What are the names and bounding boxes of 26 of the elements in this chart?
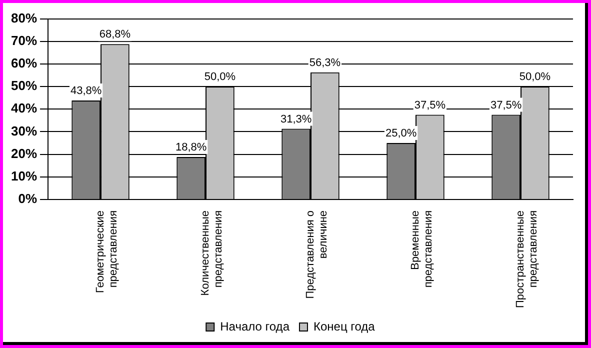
y-tick-label: 10% [10, 168, 38, 184]
y-tick-label: 60% [10, 56, 38, 71]
data-label: 43,8% [70, 85, 102, 98]
y-tick-label: 50% [10, 78, 38, 94]
y-tick-label: 40% [10, 100, 38, 116]
data-label: 31,3% [280, 113, 312, 126]
x-tick-label: Представления о величине [304, 210, 330, 299]
y-tick-label: 0% [18, 191, 38, 206]
y-tick-label: 30% [10, 123, 38, 138]
data-label: 25,0% [385, 128, 417, 140]
y-tick-label: 20% [10, 146, 38, 161]
y-tick-label: 70% [10, 32, 38, 48]
y-tick-label: 80% [10, 10, 38, 26]
legend-label: Конец года [313, 319, 376, 334]
x-tick-label: Временные представления [410, 210, 435, 288]
data-label: 68,8% [99, 28, 131, 41]
legend-label: Начало года [220, 319, 290, 334]
data-label: 56,3% [309, 56, 341, 69]
data-label: 50,0% [519, 71, 551, 84]
data-label: 18,8% [175, 142, 207, 154]
x-tick-label: Пространственные представления [514, 210, 540, 308]
x-tick-label: Количественные представления [200, 210, 225, 296]
data-label: 37,5% [414, 99, 446, 112]
data-label: 50,0% [204, 71, 236, 84]
x-tick-label: Геометрические представления [94, 210, 120, 293]
data-label: 37,5% [490, 99, 522, 112]
